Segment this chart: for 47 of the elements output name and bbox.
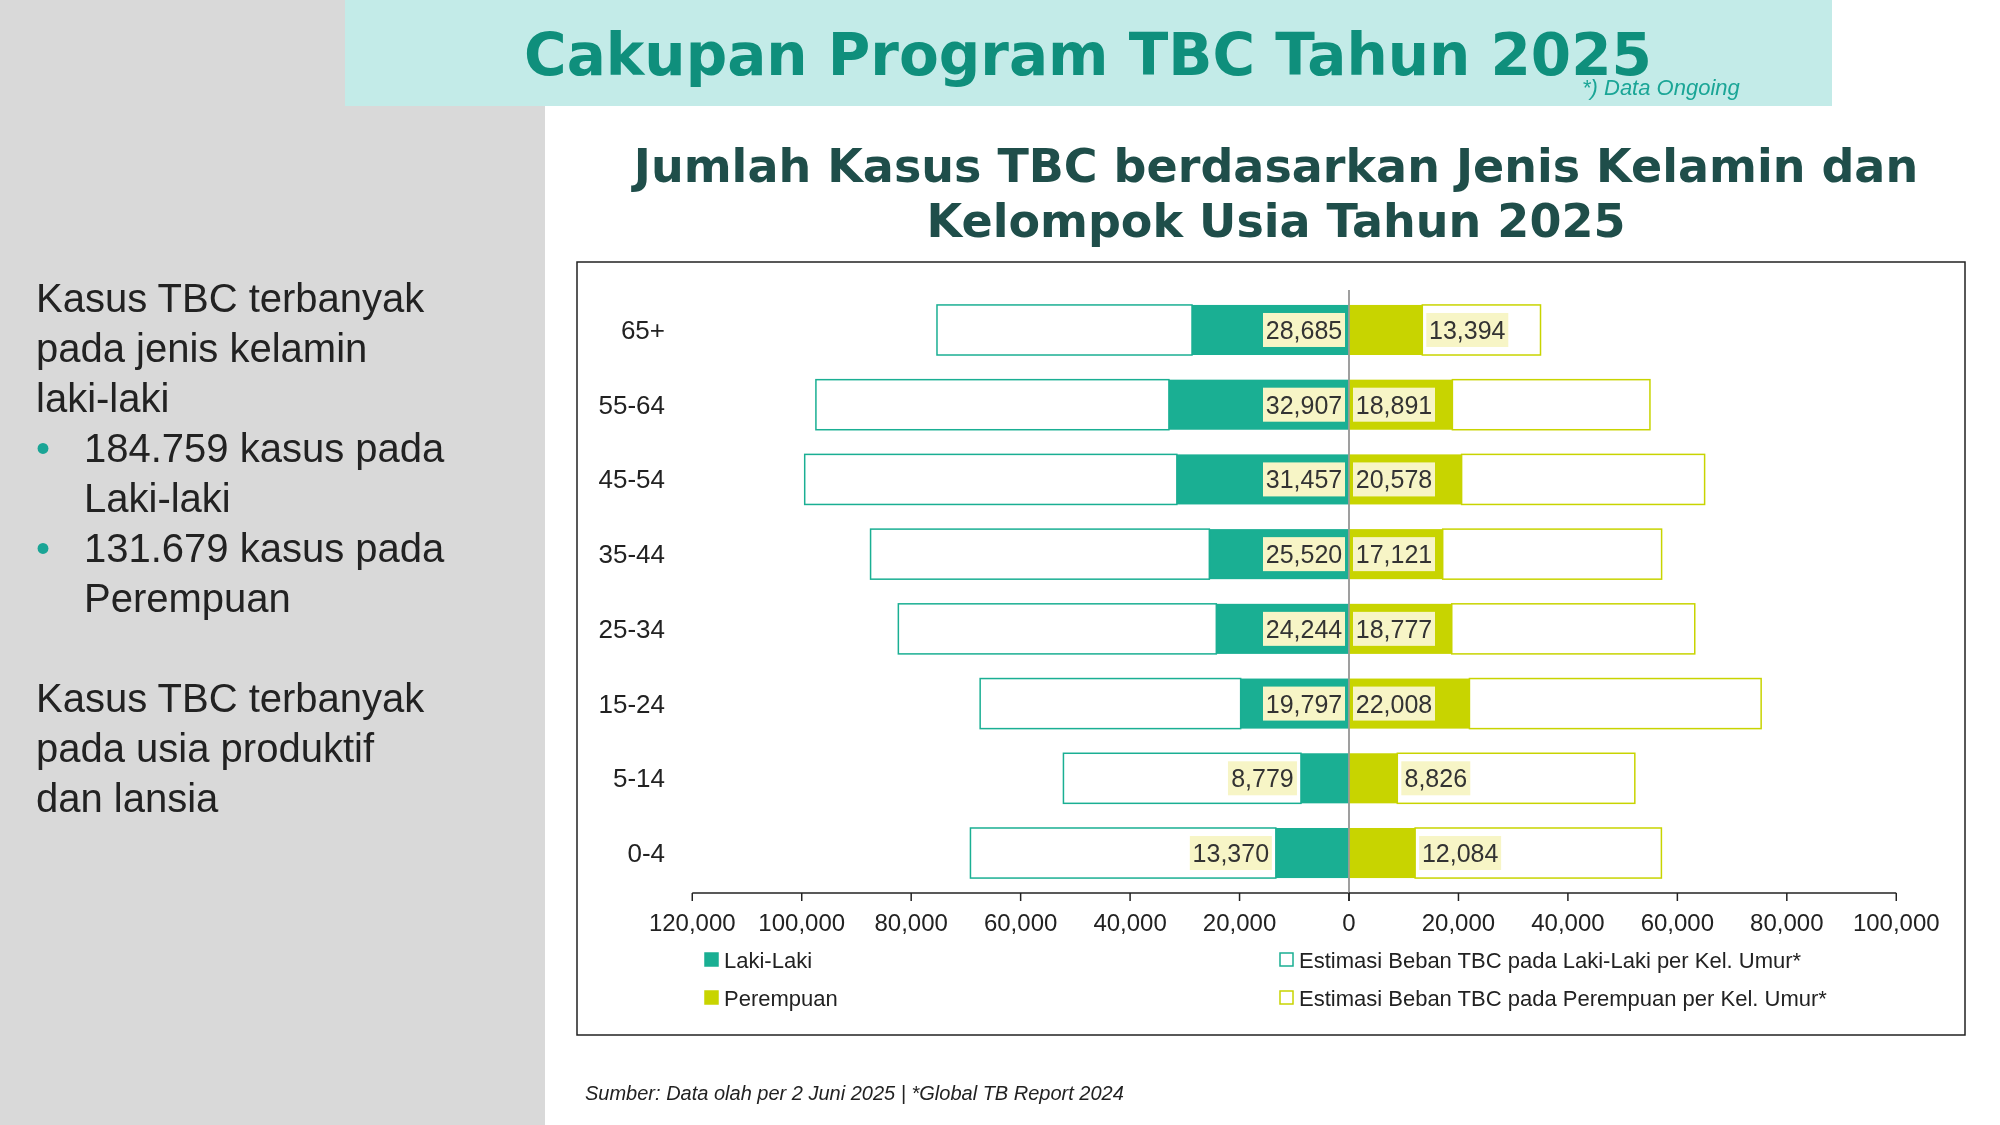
y-tick-label: 25-34 — [598, 613, 665, 644]
data-label: 25,520 — [1265, 540, 1343, 569]
y-tick-label: 5-14 — [612, 763, 665, 794]
x-tick-label: 40,000 — [1531, 909, 1605, 936]
legend-label: Estimasi Beban TBC pada Laki-Laki per Kel. Umur* — [1299, 948, 1802, 973]
data-label: 12,084 — [1421, 839, 1499, 868]
x-tick-label: 20,000 — [1202, 909, 1277, 936]
data-label: 13,370 — [1192, 839, 1270, 868]
y-tick-label: 65+ — [620, 314, 665, 345]
text: Kasus TBC terbanyak pada usia produktif dan lansia — [36, 676, 426, 820]
data-label: 8,826 — [1404, 764, 1468, 793]
data-label: 8,779 — [1231, 764, 1294, 793]
x-tick-label: 80,000 — [1750, 909, 1824, 936]
y-tick-label: 55-64 — [598, 389, 665, 420]
x-tick-label: 40,000 — [1093, 909, 1167, 936]
x-tick-label: 120,000 — [648, 909, 736, 936]
x-tick-label: 60,000 — [1640, 909, 1715, 936]
text: Sumber: Data olah per 2 Juni 2025 | *Global TB Report 2024 — [585, 1082, 1124, 1104]
data-label: 28,685 — [1265, 315, 1343, 344]
text: • 131.679 kasus pada Perempuan — [36, 526, 446, 620]
data-label: 31,457 — [1265, 465, 1343, 494]
y-tick-label: 35-44 — [598, 539, 665, 570]
x-tick-label: 80,000 — [874, 909, 948, 936]
data-label: 18,891 — [1355, 390, 1433, 419]
legend-label: Estimasi Beban TBC pada Perempuan per Kel. Umur* — [1299, 986, 1828, 1011]
y-tick-label: 15-24 — [598, 688, 665, 719]
legend-label: Laki-Laki — [724, 948, 813, 973]
x-tick-label: 100,000 — [758, 909, 846, 936]
chart-subtitle: Jumlah Kasus TBC berdasarkan Jenis Kelamin dan Kelompok Usia Tahun 2025 — [630, 139, 1919, 248]
x-tick-label: 0 — [1342, 909, 1356, 936]
y-tick-label: 45-54 — [598, 464, 665, 495]
data-label: 18,777 — [1355, 614, 1433, 643]
text: *) Data Ongoing — [1582, 75, 1741, 100]
data-label: 17,121 — [1355, 540, 1433, 569]
text: Kasus TBC terbanyak pada jenis kelamin laki-laki — [36, 276, 426, 420]
text: • 184.759 kasus pada Laki-laki — [36, 426, 446, 520]
data-label: 19,797 — [1265, 689, 1343, 718]
x-tick-label: 100,000 — [1852, 909, 1940, 936]
data-label: 24,244 — [1265, 614, 1343, 643]
data-label: 22,008 — [1355, 689, 1433, 718]
x-tick-label: 60,000 — [983, 909, 1058, 936]
legend-label: Perempuan — [724, 986, 838, 1011]
data-label: 20,578 — [1355, 465, 1433, 494]
data-label: 32,907 — [1265, 390, 1343, 419]
x-tick-label: 20,000 — [1421, 909, 1496, 936]
y-tick-label: 0-4 — [627, 838, 665, 869]
data-label: 13,394 — [1429, 315, 1506, 344]
